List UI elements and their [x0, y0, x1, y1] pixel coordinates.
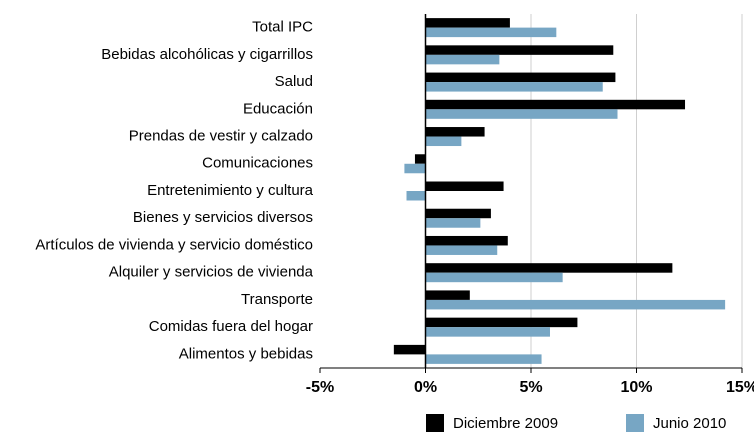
bar	[425, 327, 550, 337]
x-tick-label: 0%	[414, 379, 437, 396]
bar	[425, 354, 542, 364]
category-label: Alimentos y bebidas	[179, 345, 313, 362]
bar	[425, 27, 557, 38]
bar	[425, 109, 618, 119]
category-label: Comunicaciones	[202, 155, 313, 172]
bar	[425, 136, 462, 147]
category-label: Comidas fuera del hogar	[149, 318, 313, 335]
bar	[404, 163, 426, 174]
bar	[425, 218, 481, 228]
bar	[425, 208, 491, 219]
category-label: Alquiler y servicios de vivienda	[109, 264, 314, 281]
category-label: Prendas de vestir y calzado	[129, 128, 313, 145]
category-label: Educación	[243, 100, 313, 117]
bar	[425, 272, 563, 283]
category-label: Total IPC	[252, 19, 313, 36]
category-label: Transporte	[241, 291, 313, 308]
bar	[425, 127, 485, 137]
category-label: Salud	[275, 73, 313, 90]
legend-label: Junio 2010	[653, 415, 726, 432]
bar	[425, 263, 673, 273]
x-tick-label: 15%	[726, 379, 754, 396]
bar	[425, 245, 498, 255]
bar	[425, 299, 726, 310]
bar	[406, 191, 426, 201]
category-label: Entretenimiento y cultura	[147, 182, 314, 199]
bar	[425, 54, 500, 65]
bar	[414, 154, 426, 164]
category-label: Bebidas alcohólicas y cigarrillos	[101, 46, 313, 63]
bar	[393, 344, 426, 355]
x-tick-label: -5%	[306, 379, 334, 396]
bar	[425, 235, 508, 246]
legend-swatch	[426, 414, 444, 432]
bar	[425, 317, 578, 328]
bar	[425, 82, 603, 92]
bar	[425, 290, 470, 300]
legend-label: Diciembre 2009	[453, 415, 558, 432]
x-tick-label: 10%	[620, 379, 652, 396]
category-label: Bienes y servicios diversos	[133, 209, 313, 226]
bar	[425, 181, 504, 191]
bar	[425, 45, 614, 55]
bar	[425, 18, 510, 28]
x-tick-label: 5%	[519, 379, 542, 396]
bar	[425, 99, 686, 110]
bar	[425, 72, 616, 83]
legend-swatch	[626, 414, 644, 432]
category-label: Artículos de vivienda y servicio domésti…	[35, 236, 313, 253]
